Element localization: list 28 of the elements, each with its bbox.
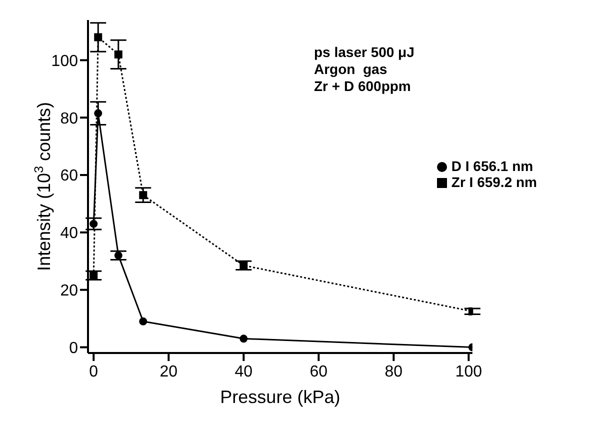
x-tick-label: 0 [89, 363, 98, 380]
point [90, 271, 98, 280]
annotation: Argon gas [314, 61, 388, 78]
point [114, 251, 122, 260]
point [139, 191, 148, 200]
y-tick-label: 20 [60, 282, 78, 300]
annotation: ps laser 500 μJ [314, 44, 414, 61]
y-tick-label: 100 [51, 52, 78, 70]
y-tick-label: 0 [69, 340, 78, 357]
x-tick-label: 80 [384, 363, 403, 380]
x-tick-label: 40 [234, 363, 253, 380]
point [114, 50, 122, 58]
y-tick-label: 40 [60, 225, 78, 242]
x-axis-title: Pressure (kPa) [220, 387, 340, 407]
point [94, 109, 102, 118]
x-tick-label: 20 [160, 363, 178, 380]
legend-label: Zr I 659.2 nm [451, 174, 537, 190]
x-tick-label: 60 [310, 363, 328, 380]
point [90, 220, 98, 228]
point [240, 334, 248, 343]
legend-label: D I 656.1 nm [451, 158, 534, 174]
y-tick-label: 80 [60, 110, 78, 128]
y-tick-label: 60 [60, 168, 78, 185]
point [240, 261, 248, 270]
annotation: Zr + D 600ppm [314, 78, 412, 95]
point [94, 33, 102, 42]
point [139, 317, 148, 326]
x-tick-label: 100 [455, 363, 482, 380]
